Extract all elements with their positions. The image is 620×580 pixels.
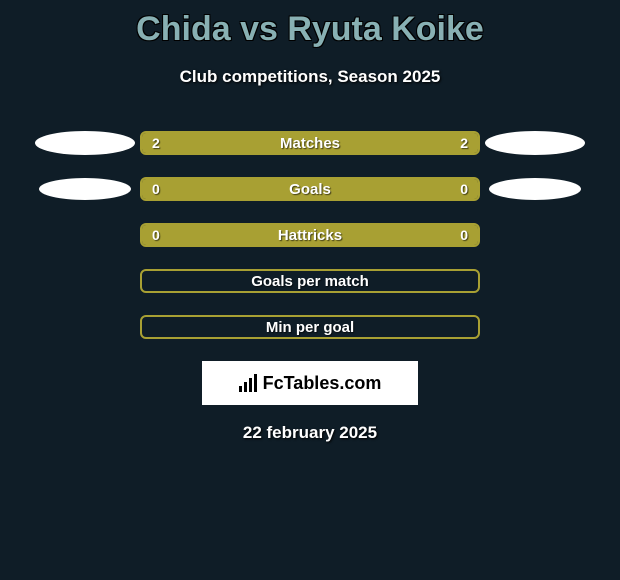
right-value: 2 <box>460 135 468 151</box>
stat-row: Min per goal <box>0 315 620 339</box>
team-crest-right <box>485 131 585 155</box>
stat-row: 2 Matches 2 <box>0 131 620 155</box>
stat-bar: 2 Matches 2 <box>140 131 480 155</box>
stat-row: 0 Hattricks 0 <box>0 223 620 247</box>
right-value: 0 <box>460 227 468 243</box>
logo-label: FcTables.com <box>263 373 382 394</box>
team-crest-left <box>35 131 135 155</box>
stat-label: Goals per match <box>251 273 369 290</box>
right-crest-slot <box>480 131 590 155</box>
right-crest-slot <box>480 178 590 200</box>
stat-label: Goals <box>289 181 331 198</box>
right-value: 0 <box>460 181 468 197</box>
comparison-card: Chida vs Ryuta Koike Club competitions, … <box>0 0 620 580</box>
stat-label: Matches <box>280 135 340 152</box>
left-value: 2 <box>152 135 160 151</box>
stat-row: 0 Goals 0 <box>0 177 620 201</box>
team-crest-right <box>489 178 581 200</box>
left-crest-slot <box>30 131 140 155</box>
stat-row: Goals per match <box>0 269 620 293</box>
stat-bar: 0 Goals 0 <box>140 177 480 201</box>
fctables-logo: FcTables.com <box>239 373 382 394</box>
page-title: Chida vs Ryuta Koike <box>0 0 620 49</box>
date-label: 22 february 2025 <box>0 423 620 443</box>
left-value: 0 <box>152 181 160 197</box>
stat-bar: 0 Hattricks 0 <box>140 223 480 247</box>
team-crest-left <box>39 178 131 200</box>
logo-box[interactable]: FcTables.com <box>202 361 418 405</box>
chart-icon <box>239 374 259 392</box>
stat-rows: 2 Matches 2 0 Goals 0 0 Hattricks 0 Goals per mat… <box>0 131 620 339</box>
stat-bar: Goals per match <box>140 269 480 293</box>
left-crest-slot <box>30 178 140 200</box>
stat-label: Min per goal <box>266 319 354 336</box>
stat-bar: Min per goal <box>140 315 480 339</box>
subtitle: Club competitions, Season 2025 <box>0 67 620 87</box>
left-value: 0 <box>152 227 160 243</box>
stat-label: Hattricks <box>278 227 342 244</box>
